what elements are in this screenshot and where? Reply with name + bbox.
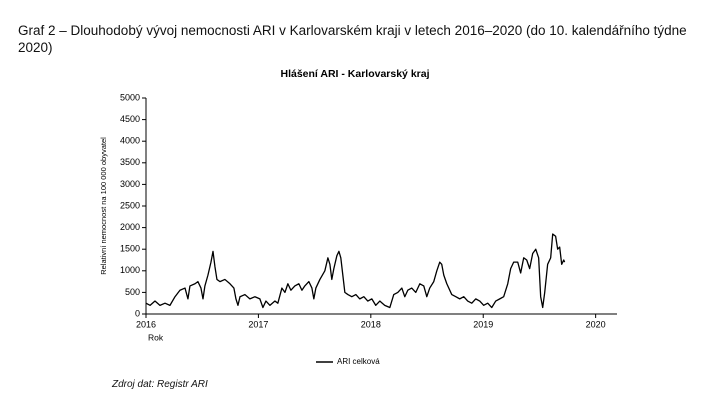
y-tick-label: 2000 (120, 222, 140, 232)
y-tick-label: 5000 (120, 92, 140, 102)
y-tick-label: 3000 (120, 179, 140, 189)
legend-label: ARI celková (337, 357, 380, 366)
x-tick-label: 2020 (586, 319, 606, 329)
y-tick-label: 500 (125, 287, 140, 297)
y-tick-label: 1500 (120, 244, 140, 254)
y-tick-label: 0 (135, 308, 140, 318)
x-tick-label: 2018 (361, 319, 381, 329)
source: Zdroj dat: Registr ARI (112, 379, 208, 390)
x-tick-label: 2017 (248, 319, 268, 329)
x-axis-label: Rok (148, 332, 164, 342)
caption: Graf 2 – Dlouhodobý vývoj nemocnosti ARI… (18, 23, 687, 55)
x-tick-label: 2019 (473, 319, 493, 329)
y-tick-label: 3500 (120, 157, 140, 167)
y-tick-label: 1000 (120, 265, 140, 275)
y-tick-label: 2500 (120, 200, 140, 210)
y-tick-label: 4000 (120, 136, 140, 146)
x-tick-label: 2016 (136, 319, 156, 329)
y-tick-label: 4500 (120, 114, 140, 124)
chart-title: Hlášení ARI - Karlovarský kraj (280, 68, 429, 80)
data-line (145, 233, 566, 309)
y-axis-label: Relativní nemocnost na 100 000 obyvatel (99, 137, 108, 275)
